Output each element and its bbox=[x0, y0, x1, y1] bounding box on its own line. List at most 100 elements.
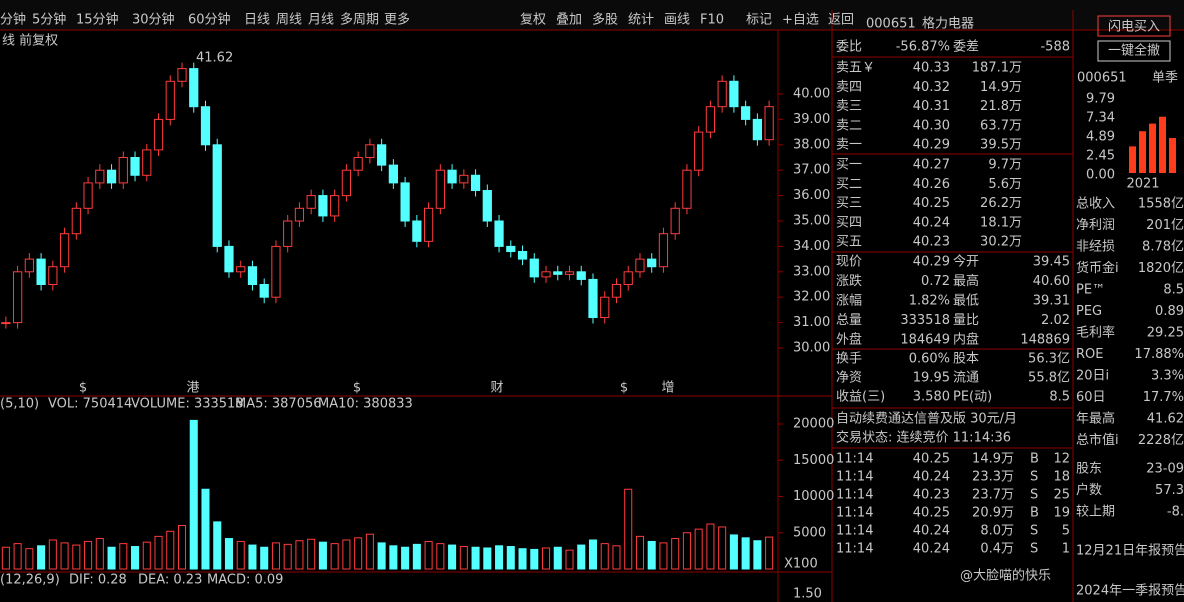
volume-bar bbox=[142, 541, 151, 570]
fin-label: 非经损 bbox=[1076, 240, 1115, 255]
volume-bar bbox=[119, 543, 128, 570]
period-tab[interactable]: 60分钟 bbox=[188, 12, 231, 28]
volume-header: MA5: 387056 bbox=[235, 397, 322, 412]
period-tab[interactable]: 5分钟 bbox=[32, 12, 66, 28]
period-tab[interactable]: 15分钟 bbox=[76, 12, 119, 28]
label: 11:14 bbox=[836, 452, 873, 467]
stock-name: 格力电器 bbox=[922, 16, 974, 32]
candle bbox=[24, 258, 34, 273]
candle bbox=[189, 68, 199, 108]
candle bbox=[623, 271, 633, 285]
trade-side: S bbox=[1030, 542, 1038, 557]
label: 000651 bbox=[1077, 71, 1127, 86]
fin-label: 60日 bbox=[1076, 390, 1106, 405]
macd-header: DIF: 0.28 bbox=[69, 573, 127, 588]
cancel-all-label[interactable]: 一键全撤 bbox=[1108, 43, 1160, 59]
stat-label: 现价 bbox=[836, 255, 862, 270]
fin-label: 股东 bbox=[1076, 462, 1102, 477]
volume-bar bbox=[154, 535, 163, 570]
price-tick-label: 33.00 bbox=[793, 264, 830, 279]
trade-side: S bbox=[1030, 524, 1038, 539]
price-tick-label: 36.00 bbox=[793, 188, 830, 203]
fin-tick: 7.34 bbox=[1086, 111, 1115, 126]
candle bbox=[435, 169, 445, 209]
fin-label: 总收入 bbox=[1076, 197, 1115, 212]
candle bbox=[752, 118, 762, 141]
fin-note: 12月21日年报预告 bbox=[1076, 544, 1184, 559]
fin-bar bbox=[1139, 131, 1146, 173]
book-label: 买五 bbox=[836, 235, 862, 250]
tab[interactable]: 单季 bbox=[1152, 71, 1178, 86]
stat-label: 量比 bbox=[953, 313, 979, 328]
fin-value: 8.78亿 bbox=[1142, 240, 1184, 255]
book-label: 卖四 bbox=[836, 80, 862, 95]
candle bbox=[541, 271, 551, 278]
tool-button[interactable]: 多股 bbox=[592, 12, 618, 28]
volume-bar bbox=[588, 539, 598, 570]
volume-bar bbox=[600, 543, 609, 570]
tool-button[interactable]: 画线 bbox=[664, 13, 690, 28]
label: 委比 bbox=[836, 40, 862, 55]
volume-bar bbox=[577, 544, 586, 570]
tool-button[interactable]: F10 bbox=[700, 13, 724, 28]
fin-value: 1820亿 bbox=[1138, 261, 1184, 276]
book-price: 40.33 bbox=[913, 61, 950, 76]
candle bbox=[106, 169, 117, 184]
fin-value: 17.7% bbox=[1143, 390, 1184, 405]
candle bbox=[377, 144, 387, 166]
candle bbox=[670, 207, 680, 235]
tool-button[interactable]: 统计 bbox=[628, 13, 654, 28]
period-tab[interactable]: 更多 bbox=[384, 12, 410, 28]
flash-buy[interactable] bbox=[1097, 15, 1171, 37]
period-tab[interactable]: 日线 bbox=[244, 13, 270, 28]
stat-value: 0.60% bbox=[909, 352, 950, 367]
tool-button[interactable]: 叠加 bbox=[556, 13, 582, 28]
book-label: 卖二 bbox=[836, 118, 862, 133]
period-tab[interactable]: 月线 bbox=[308, 13, 334, 28]
period-tab[interactable]: 30分钟 bbox=[132, 12, 175, 28]
tool-button[interactable]: 标记 bbox=[746, 13, 772, 28]
price-tick-label: 35.00 bbox=[793, 214, 830, 229]
tool-button[interactable]: 返回 bbox=[828, 13, 854, 28]
price-tick-label: 31.00 bbox=[793, 315, 830, 330]
label: 委差 bbox=[953, 40, 979, 55]
candle bbox=[259, 284, 269, 298]
candle bbox=[647, 258, 657, 268]
price-tick-label: 30.00 bbox=[793, 341, 830, 356]
tool-button[interactable]: +自选 bbox=[782, 13, 819, 28]
candle bbox=[459, 174, 469, 184]
stat-value: 55.8亿 bbox=[1028, 371, 1070, 386]
tool-button[interactable]: 复权 bbox=[520, 12, 546, 28]
volume-bar bbox=[471, 546, 480, 570]
candle bbox=[1, 322, 11, 325]
label: -588 bbox=[1040, 40, 1070, 55]
trade-volume: 0.4万 bbox=[980, 542, 1014, 557]
volume-bar bbox=[518, 548, 527, 570]
book-volume: 9.7万 bbox=[988, 158, 1022, 173]
period-tab[interactable]: 多周期 bbox=[340, 12, 379, 28]
flash-buy-label[interactable]: 闪电买入 bbox=[1108, 20, 1160, 35]
fin-label: PE™ bbox=[1076, 283, 1105, 298]
volume-bar bbox=[107, 546, 116, 570]
label: -56.87% bbox=[896, 40, 950, 55]
cancel-all[interactable] bbox=[1097, 40, 1171, 62]
candle bbox=[447, 169, 457, 184]
trade-count: 5 bbox=[1062, 524, 1070, 539]
period-tab[interactable]: 分钟 bbox=[0, 12, 26, 28]
candle bbox=[142, 149, 152, 176]
ad-banner[interactable]: 自动续费通达信普及版 30元/月 bbox=[836, 412, 1017, 427]
candle bbox=[658, 233, 669, 268]
candle bbox=[635, 258, 645, 273]
candle bbox=[353, 157, 363, 171]
volume-bar bbox=[706, 523, 715, 570]
candle bbox=[165, 80, 175, 120]
book-label: 买三 bbox=[836, 196, 862, 211]
event-marker: $ bbox=[353, 381, 361, 396]
volume-header: VOL: 750414 bbox=[48, 397, 132, 412]
volume-bar bbox=[506, 546, 515, 570]
period-tab[interactable]: 周线 bbox=[276, 13, 302, 28]
candle bbox=[365, 144, 375, 159]
volume-bar bbox=[729, 534, 738, 570]
book-volume: 14.9万 bbox=[980, 80, 1022, 95]
volume-bar bbox=[271, 542, 280, 570]
